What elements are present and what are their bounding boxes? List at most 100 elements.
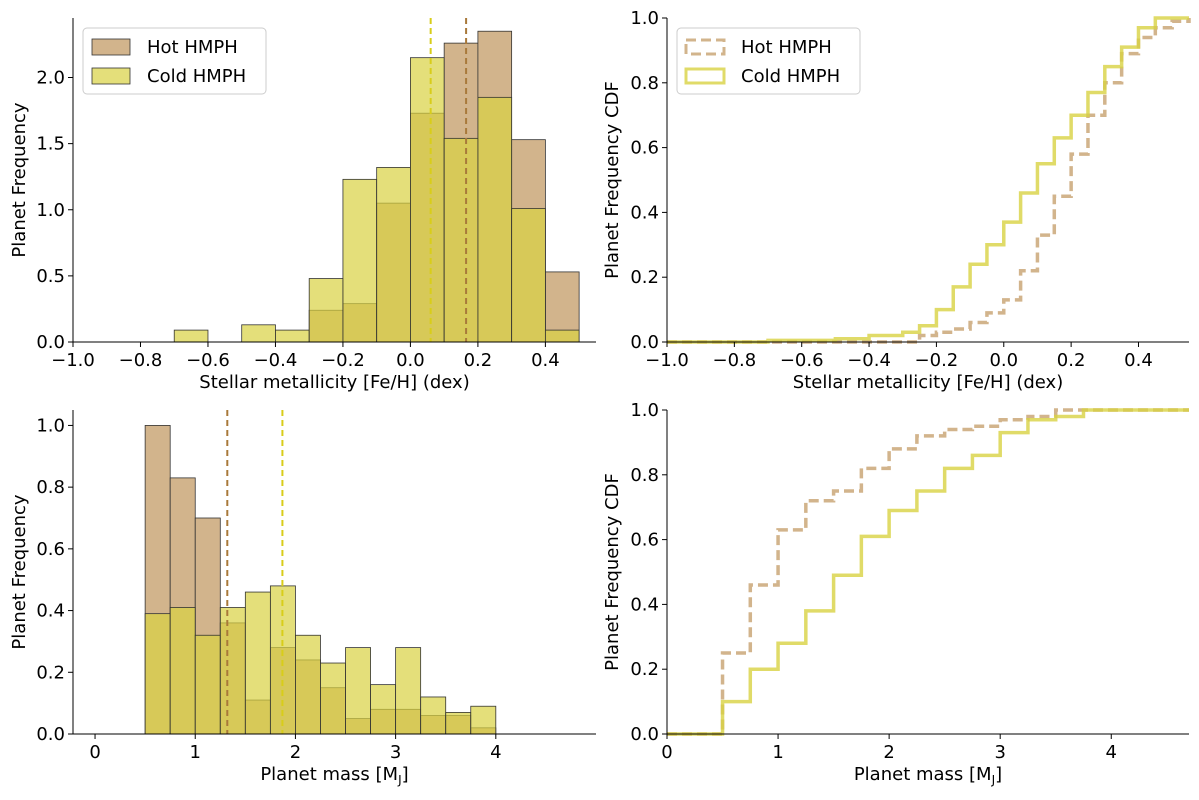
bar-cold	[395, 647, 422, 735]
y-tick-label: 1.5	[36, 134, 65, 155]
x-tick-label: 0	[89, 742, 100, 763]
x-tick-label: −0.4	[254, 350, 298, 371]
x-tick-label: −0.6	[186, 350, 230, 371]
legend-swatch-cold	[91, 67, 131, 85]
y-tick-label: 0.6	[630, 530, 659, 551]
y-tick-label: 0.5	[36, 266, 65, 287]
legend-label-cold: Cold HMPH	[741, 66, 840, 87]
y-tick-label: 0.2	[36, 662, 65, 683]
bar-cold	[376, 167, 411, 343]
y-tick-label: 0.0	[36, 724, 65, 745]
bar-cold	[410, 57, 445, 343]
x-tick-label: 2	[883, 742, 894, 763]
y-axis-label: Planet Frequency	[9, 494, 30, 649]
x-tick-label: −0.8	[712, 350, 756, 371]
y-tick-label: 0.0	[630, 332, 659, 353]
bar-cold	[244, 591, 271, 735]
cdf-line-hot	[667, 408, 1189, 736]
x-tick-label: −1.0	[645, 350, 689, 371]
x-axis-label-main: Planet mass [M	[260, 764, 398, 785]
x-axis-label: Stellar metallicity [Fe/H] (dex)	[793, 372, 1063, 393]
legend: Hot HMPH Cold HMPH	[82, 27, 267, 95]
bar-cold	[445, 712, 472, 735]
bar-cold	[420, 696, 447, 735]
x-axis-label-end: ]	[995, 764, 1002, 785]
x-axis-label-main: Planet mass [M	[854, 764, 992, 785]
bar-cold	[308, 278, 344, 343]
bar-cold	[345, 647, 371, 735]
bar-cold	[443, 137, 479, 343]
bar-cold	[173, 329, 209, 343]
x-tick-label: −1.0	[51, 350, 95, 371]
bar-cold	[194, 634, 221, 735]
y-axis-label: Planet Frequency CDF	[602, 81, 623, 279]
x-tick-label: 0.2	[464, 350, 493, 371]
x-tick-label: 0.4	[1124, 350, 1153, 371]
y-tick-label: 0.4	[36, 601, 65, 622]
x-tick-label: 3	[994, 742, 1005, 763]
bar-cold	[241, 324, 276, 343]
y-tick-label: 1.0	[36, 415, 65, 436]
y-axis-label: Planet Frequency	[9, 102, 30, 257]
bar-cold	[370, 684, 397, 735]
x-tick-label: −0.4	[847, 350, 891, 371]
bar-cold	[144, 613, 171, 735]
x-tick-label: 4	[1106, 742, 1117, 763]
x-axis-label-subscript: J	[991, 773, 996, 787]
legend-label-cold: Cold HMPH	[147, 66, 246, 87]
legend-swatch-hot	[91, 38, 131, 56]
x-tick-label: −0.2	[321, 350, 365, 371]
y-tick-label: 1.0	[630, 8, 659, 29]
y-tick-label: 0.0	[630, 724, 659, 745]
bar-cold	[470, 705, 497, 735]
y-tick-label: 0.8	[630, 73, 659, 94]
x-tick-label: 0.4	[531, 350, 560, 371]
y-tick-label: 0.4	[630, 594, 659, 615]
y-tick-label: 0.4	[630, 202, 659, 223]
y-axis-label: Planet Frequency CDF	[602, 473, 623, 671]
x-axis-label-end: ]	[402, 764, 409, 785]
y-tick-label: 0.2	[630, 659, 659, 680]
y-tick-label: 0.6	[630, 138, 659, 159]
x-axis-label: Planet mass [MJ]	[854, 764, 1002, 787]
y-tick-label: 2.0	[36, 68, 65, 89]
x-tick-label: 0.0	[989, 350, 1018, 371]
y-tick-label: 0.6	[36, 539, 65, 560]
x-tick-label: −0.8	[119, 350, 163, 371]
x-tick-label: 0	[661, 742, 672, 763]
bar-cold	[169, 607, 196, 735]
x-tick-label: −0.6	[780, 350, 824, 371]
cdf-line-hot	[667, 18, 1191, 344]
x-tick-label: 2	[290, 742, 301, 763]
y-tick-label: 1.0	[36, 200, 65, 221]
x-axis-label-main: Stellar metallicity [Fe/H] (dex)	[199, 372, 469, 393]
bar-cold	[544, 329, 580, 343]
bar-cold	[511, 208, 546, 343]
bar-cold	[275, 329, 310, 343]
y-tick-label: 0.2	[630, 267, 659, 288]
y-tick-label: 0.8	[36, 477, 65, 498]
x-axis-label: Planet mass [MJ]	[260, 764, 408, 787]
legend-swatch-cold	[684, 67, 726, 85]
x-tick-label: 3	[390, 742, 401, 763]
x-axis-label-subscript: J	[397, 773, 402, 787]
x-tick-label: 0.0	[396, 350, 425, 371]
y-tick-label: 0.8	[630, 465, 659, 486]
bar-cold	[295, 634, 321, 735]
x-axis-label-main: Stellar metallicity [Fe/H] (dex)	[793, 372, 1063, 393]
panel-2: −1.0 −0.8 −0.6 −0.4 −0.2 0.0 0.2 0.4 0.0 0.2 0.4 0.…	[602, 8, 1191, 393]
bar-cold	[219, 607, 246, 735]
bar-cold	[342, 178, 378, 343]
legend-swatch-hot	[684, 38, 726, 56]
x-tick-label: 1	[190, 742, 201, 763]
x-tick-label: −0.2	[915, 350, 959, 371]
x-axis-label: Stellar metallicity [Fe/H] (dex)	[199, 372, 469, 393]
x-tick-label: 1	[772, 742, 783, 763]
bar-cold	[320, 662, 346, 735]
legend: Hot HMPH Cold HMPH	[676, 27, 861, 95]
legend-label-hot: Hot HMPH	[147, 37, 238, 58]
legend-label-hot: Hot HMPH	[741, 37, 832, 58]
